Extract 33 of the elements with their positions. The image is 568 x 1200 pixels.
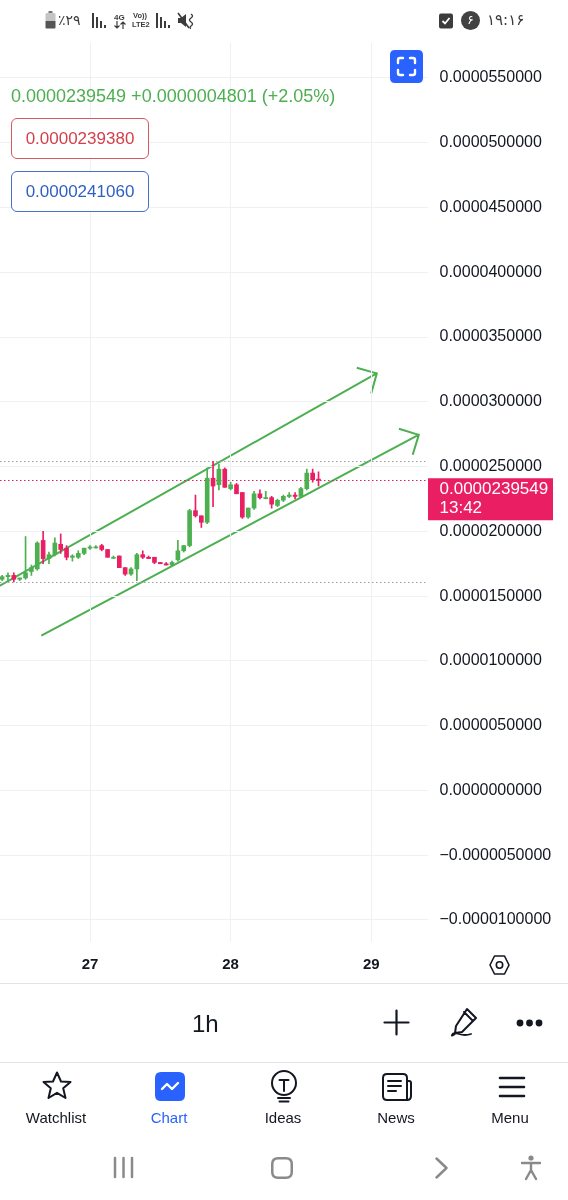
y-tick-label: 0.0000250000 [439, 457, 542, 474]
text: ۱۹:۱۶ [487, 11, 525, 29]
y-tick-label: 0.0000450000 [439, 197, 542, 215]
annotation: 0.0000239380 [25, 128, 135, 149]
annotation: 0.0000241060 [25, 181, 135, 202]
x-tick-label: 28 [222, 955, 239, 973]
y-tick-label: 0.0000550000 [439, 68, 542, 86]
y-tick-label: 0.0000350000 [439, 327, 542, 345]
text: 0.0000239549 +0.0000004801 (+2.05%) [11, 86, 336, 107]
outlined-box: 0.0000241060 [11, 171, 149, 212]
text: Ideas [264, 1109, 302, 1126]
y-tick-label: 0.0000100000 [439, 651, 542, 669]
y-tick-label: 0.0000400000 [439, 262, 542, 280]
text: Menu [491, 1109, 529, 1126]
y-tick-label: 0.0000000000 [439, 780, 542, 798]
y-tick-label: 0.0000500000 [439, 133, 542, 151]
y-tick-label: 0.0000300000 [439, 392, 542, 410]
text: 4G [114, 13, 125, 22]
text: 1h [192, 1010, 219, 1037]
text: ٪۲۹ [58, 12, 81, 28]
ref-line-label: 0.0000239549 13:42 [439, 479, 549, 518]
text: Chart [150, 1109, 188, 1126]
y-tick-label: 0.0000150000 [439, 586, 542, 604]
badge: ۶ [461, 11, 480, 30]
outlined-box: 0.0000239380 [11, 118, 149, 159]
x-tick-label: 29 [362, 955, 380, 973]
y-tick-label: −0.0000050000 [439, 845, 552, 863]
x-tick-label: 27 [81, 955, 99, 973]
text: Watchlist [25, 1109, 87, 1126]
y-tick-label: 0.0000200000 [439, 521, 542, 539]
y-tick-label: −0.0000100000 [439, 910, 552, 928]
text: News [377, 1109, 415, 1126]
y-tick-label: 0.0000050000 [439, 716, 542, 734]
